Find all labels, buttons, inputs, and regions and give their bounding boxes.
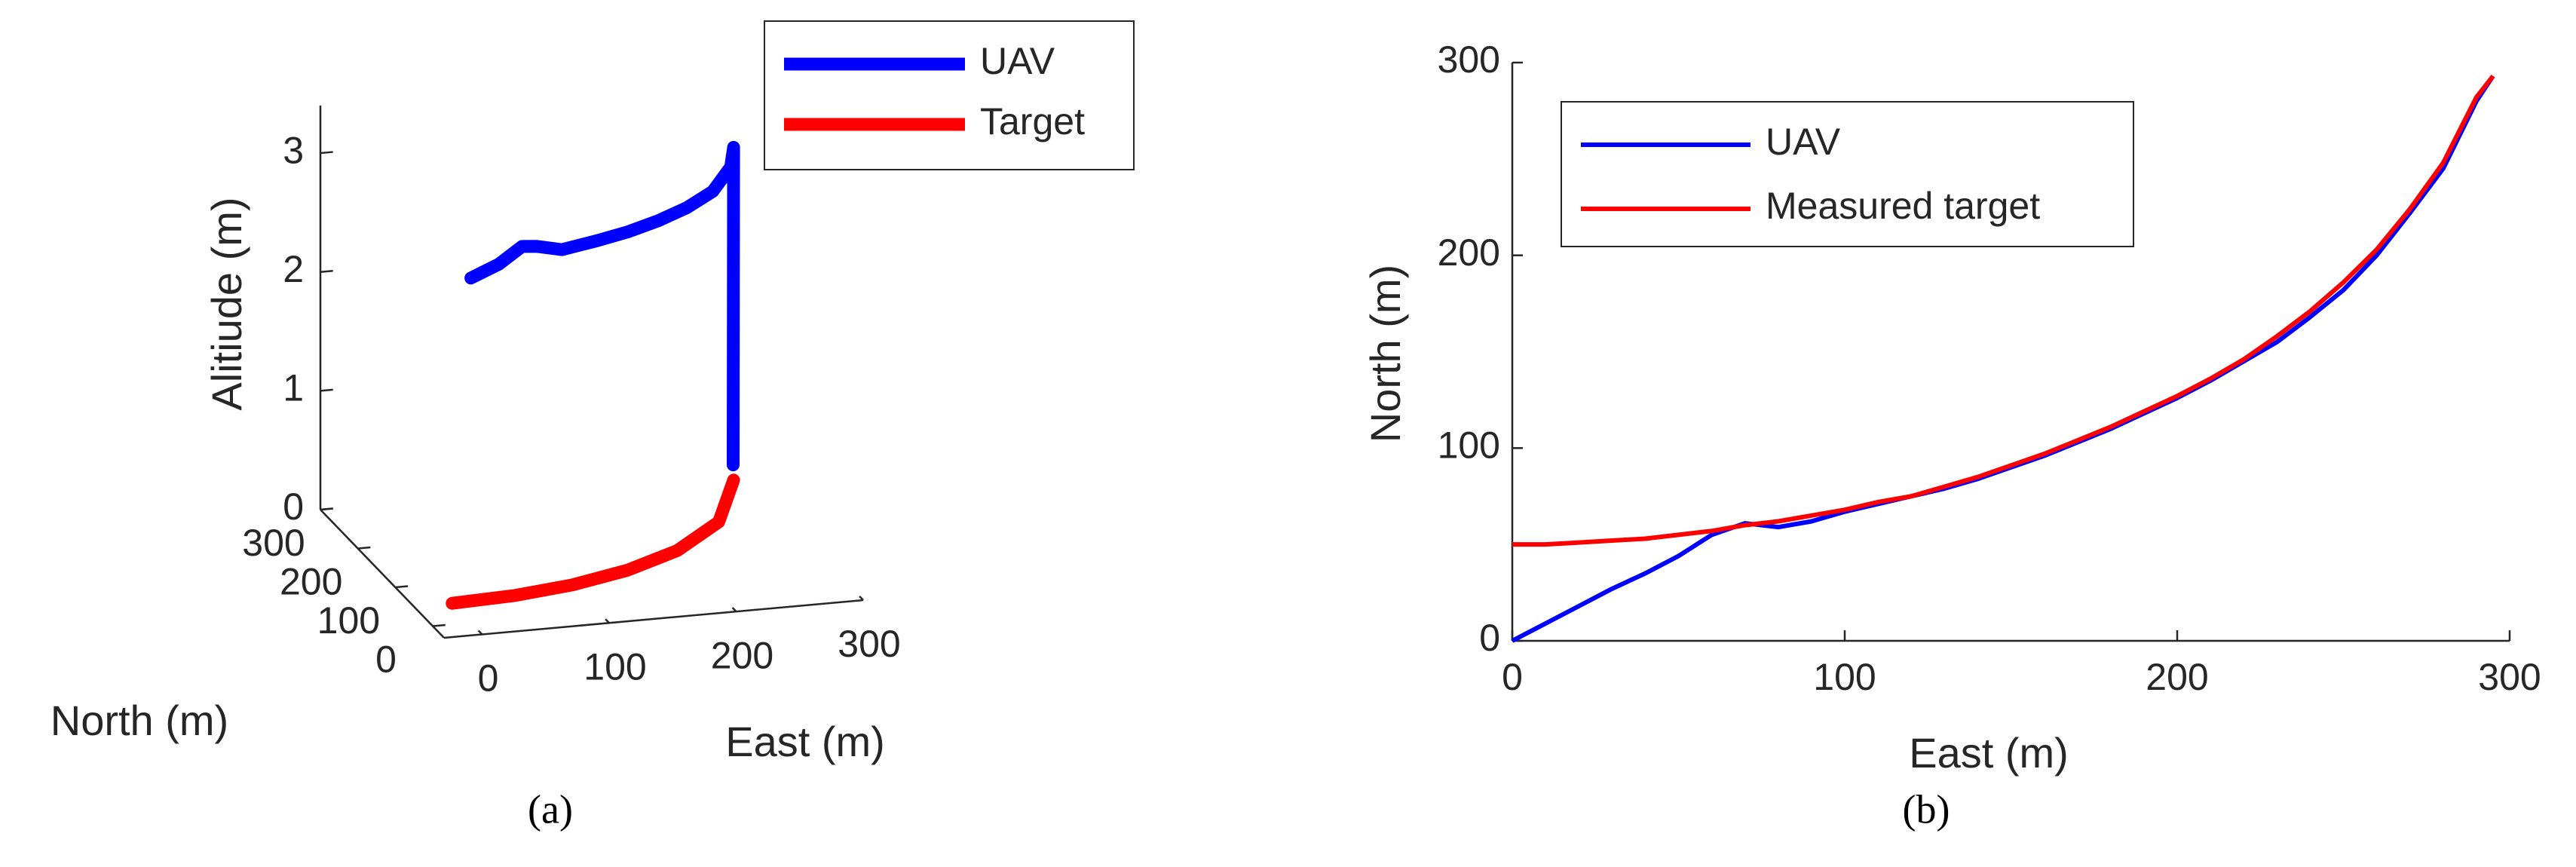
z-tick xyxy=(320,507,333,511)
y-tick xyxy=(432,623,446,627)
caption: (b) xyxy=(1903,786,1950,832)
legend-label: Target xyxy=(980,100,1085,142)
x-axis-label: East (m) xyxy=(1909,729,2069,777)
z-tick xyxy=(320,269,333,273)
y-tick-label: 300 xyxy=(242,522,305,564)
x-tick-label: 300 xyxy=(838,623,900,665)
x-tick-label: 300 xyxy=(2478,656,2541,698)
x-tick-label: 200 xyxy=(711,634,773,676)
legend-label: UAV xyxy=(1766,121,1841,163)
y-tick xyxy=(357,546,371,550)
z-tick xyxy=(320,388,333,392)
x-tick-label: 100 xyxy=(1813,656,1876,698)
y-tick-label: 200 xyxy=(1438,231,1500,274)
x-tick xyxy=(605,618,610,624)
y-axis-label: North (m) xyxy=(1362,265,1409,443)
x-tick xyxy=(731,607,737,613)
y-tick-label: 0 xyxy=(375,639,397,681)
y-axis xyxy=(320,509,445,639)
series-line xyxy=(464,140,740,472)
x-tick-label: 0 xyxy=(1502,656,1523,698)
y-tick-label: 100 xyxy=(317,599,380,642)
x-axis xyxy=(443,599,864,639)
y-tick-label: 0 xyxy=(1479,617,1500,659)
z-tick-label: 1 xyxy=(283,367,304,409)
x-tick xyxy=(477,630,483,636)
x-tick xyxy=(859,596,864,601)
series-line xyxy=(446,473,740,610)
x-axis-label: East (m) xyxy=(725,718,885,765)
z-tick xyxy=(320,151,333,155)
y-tick xyxy=(395,585,409,589)
caption: (a) xyxy=(528,786,573,832)
legend-box xyxy=(764,20,1135,170)
z-tick-label: 3 xyxy=(283,129,304,171)
x-tick-label: 100 xyxy=(584,646,646,688)
x-tick-label: 200 xyxy=(2146,656,2208,698)
y-axis-label: North (m) xyxy=(51,697,228,744)
z-tick-label: 0 xyxy=(283,486,304,528)
series-line xyxy=(1512,75,2495,547)
legend-label: UAV xyxy=(980,40,1055,82)
legend-box xyxy=(1561,101,2134,247)
x-tick-label: 0 xyxy=(478,657,499,700)
y-tick-label: 100 xyxy=(1438,424,1500,467)
z-axis-label: Alitiude (m) xyxy=(203,197,250,410)
z-tick-label: 2 xyxy=(283,248,304,290)
legend-label: Measured target xyxy=(1766,185,2040,227)
y-tick-label: 300 xyxy=(1438,38,1500,81)
y-tick-label: 200 xyxy=(280,561,342,603)
